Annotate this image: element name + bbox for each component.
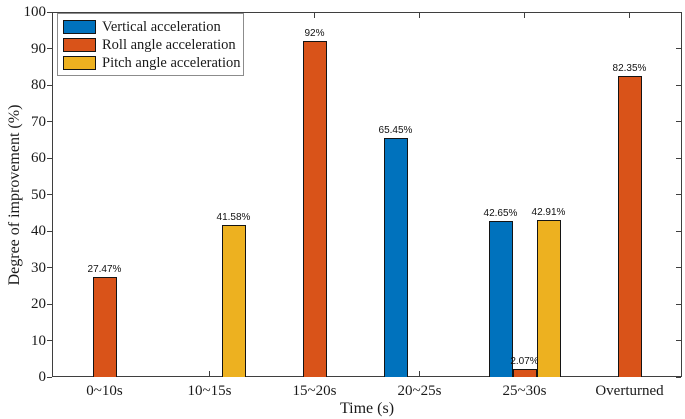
legend-swatch-icon [63,38,96,52]
bar-vertical-acceleration-4 [488,221,513,377]
y-tick-right [676,267,681,268]
y-tick-left [47,121,52,122]
x-tick-bottom [209,371,210,376]
y-tick-label: 30 [31,259,46,276]
bar-roll-angle-acceleration-5 [617,76,642,377]
y-tick-label: 0 [38,369,47,385]
legend-row: Roll angle acceleration [63,36,237,54]
y-tick-left [47,230,52,232]
bar-value-label: 82.35% [612,63,647,75]
legend-swatch-icon [63,20,96,34]
y-tick-left [47,267,52,268]
y-tick-right [676,157,681,159]
y-tick-label: 20 [31,296,46,312]
x-tick-top [314,13,315,18]
y-tick-right [676,376,681,378]
y-tick-left [47,157,52,159]
y-tick-label: 70 [31,113,46,130]
y-tick-right [676,48,681,49]
x-tick-label: 0~10s [86,383,123,399]
x-tick-label: 25~30s [502,383,547,399]
bar-value-label: 2.07% [510,356,539,368]
x-tick-top [629,13,630,18]
legend-label: Pitch angle acceleration [102,54,241,71]
x-axis-title: Time (s) [339,400,395,417]
y-tick-right [676,11,681,13]
legend-row: Vertical acceleration [63,18,237,36]
y-tick-left [47,303,52,305]
legend-row: Pitch angle acceleration [63,54,241,72]
x-tick-label: 15~20s [292,383,337,399]
legend-swatch-icon [63,56,96,70]
y-tick-label: 60 [31,150,46,166]
y-tick-label: 50 [31,186,46,203]
y-tick-label: 90 [31,40,46,57]
bar-value-label: 42.91% [531,207,566,219]
bar-roll-angle-acceleration-2 [302,41,327,377]
y-tick-left [47,340,52,341]
bar-roll-angle-acceleration-0 [92,276,117,377]
bar-value-label: 92% [304,28,325,40]
x-tick-bottom [419,371,420,376]
x-tick-top [524,13,525,18]
x-tick-top [419,13,420,18]
bar-pitch-angle-acceleration-4 [536,220,561,377]
y-tick-left [47,48,52,49]
legend: Vertical acceleration Roll angle accelera… [57,13,244,76]
bar-value-label: 42.65% [483,208,518,220]
bar-value-label: 65.45% [378,125,413,137]
y-tick-left [47,376,52,378]
bar-value-label: 27.47% [87,263,122,275]
legend-label: Vertical acceleration [102,18,221,35]
y-tick-left [47,11,52,13]
y-tick-label: 10 [31,332,46,349]
y-tick-left [47,194,52,195]
y-tick-right [676,230,681,232]
y-tick-label: 40 [31,223,46,239]
x-tick-label: Overturned [595,383,664,399]
y-tick-right [676,194,681,195]
y-tick-left [47,84,52,86]
x-tick-label: 20~25s [397,383,442,399]
y-tick-right [676,84,681,86]
bar-pitch-angle-acceleration-1 [221,225,246,377]
legend-label: Roll angle acceleration [102,36,236,53]
bar-vertical-acceleration-3 [383,138,408,377]
bar-roll-angle-acceleration-4 [512,369,537,377]
y-tick-right [676,303,681,305]
y-tick-label: 100 [23,4,47,20]
y-tick-label: 80 [31,77,46,93]
y-tick-right [676,121,681,122]
bar-value-label: 41.58% [216,212,251,224]
x-tick-label: 10~15s [187,383,232,399]
y-tick-right [676,340,681,341]
